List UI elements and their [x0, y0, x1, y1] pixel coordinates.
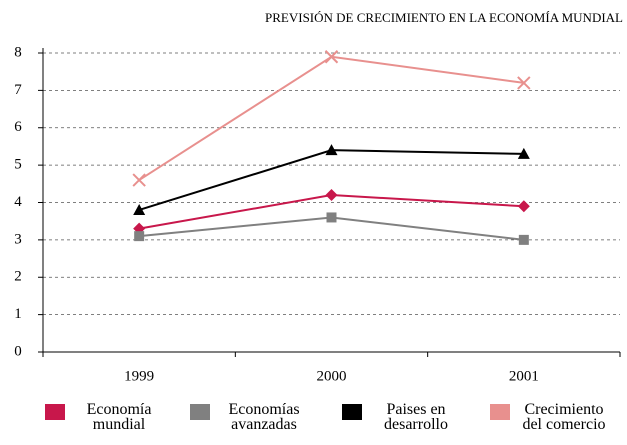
y-tick-label: 0 [14, 343, 22, 359]
legend-item: Paises en desarrollo [342, 401, 466, 433]
marker [517, 200, 530, 213]
legend-item: Economía mundial [45, 401, 169, 433]
marker [517, 76, 531, 90]
chart: PREVISIÓN DE CRECIMIENTO EN LA ECONOMÍA … [14, 10, 623, 384]
y-tick-label: 3 [14, 231, 22, 247]
legend-label: Economía mundial [86, 401, 152, 433]
legend-item: Crecimiento del comercio [490, 401, 614, 433]
y-tick-label: 8 [14, 44, 22, 60]
series-line [138, 55, 524, 181]
marker [133, 203, 146, 215]
marker [518, 234, 529, 245]
legend-label: Paises en desarrollo [384, 401, 448, 433]
marker [326, 212, 337, 223]
legend: Economía mundial Economías avanzadas Paise… [0, 402, 627, 445]
legend-swatch [45, 404, 65, 420]
chart-title: PREVISIÓN DE CRECIMIENTO EN LA ECONOMÍA … [265, 10, 623, 25]
legend-label: Crecimiento del comercio [522, 401, 606, 433]
y-tick-label: 6 [14, 119, 22, 135]
legend-label: Economías avanzadas [228, 401, 300, 433]
legend-swatch [190, 404, 210, 420]
y-tick-label: 5 [14, 157, 22, 173]
marker [517, 147, 530, 159]
marker [324, 50, 339, 64]
y-tick-label: 2 [14, 269, 22, 285]
y-tick-label: 1 [14, 306, 22, 322]
legend-swatch [490, 404, 510, 420]
marker [134, 231, 145, 242]
legend-swatch [342, 404, 362, 420]
marker [132, 173, 146, 187]
y-tick-label: 4 [14, 194, 22, 210]
y-tick-label: 7 [14, 82, 22, 98]
x-tick-label: 2001 [509, 368, 539, 384]
x-tick-label: 2000 [317, 368, 347, 384]
marker [325, 189, 338, 202]
legend-item: Economías avanzadas [190, 401, 314, 433]
x-tick-label: 1999 [124, 368, 154, 384]
marker [325, 144, 338, 156]
